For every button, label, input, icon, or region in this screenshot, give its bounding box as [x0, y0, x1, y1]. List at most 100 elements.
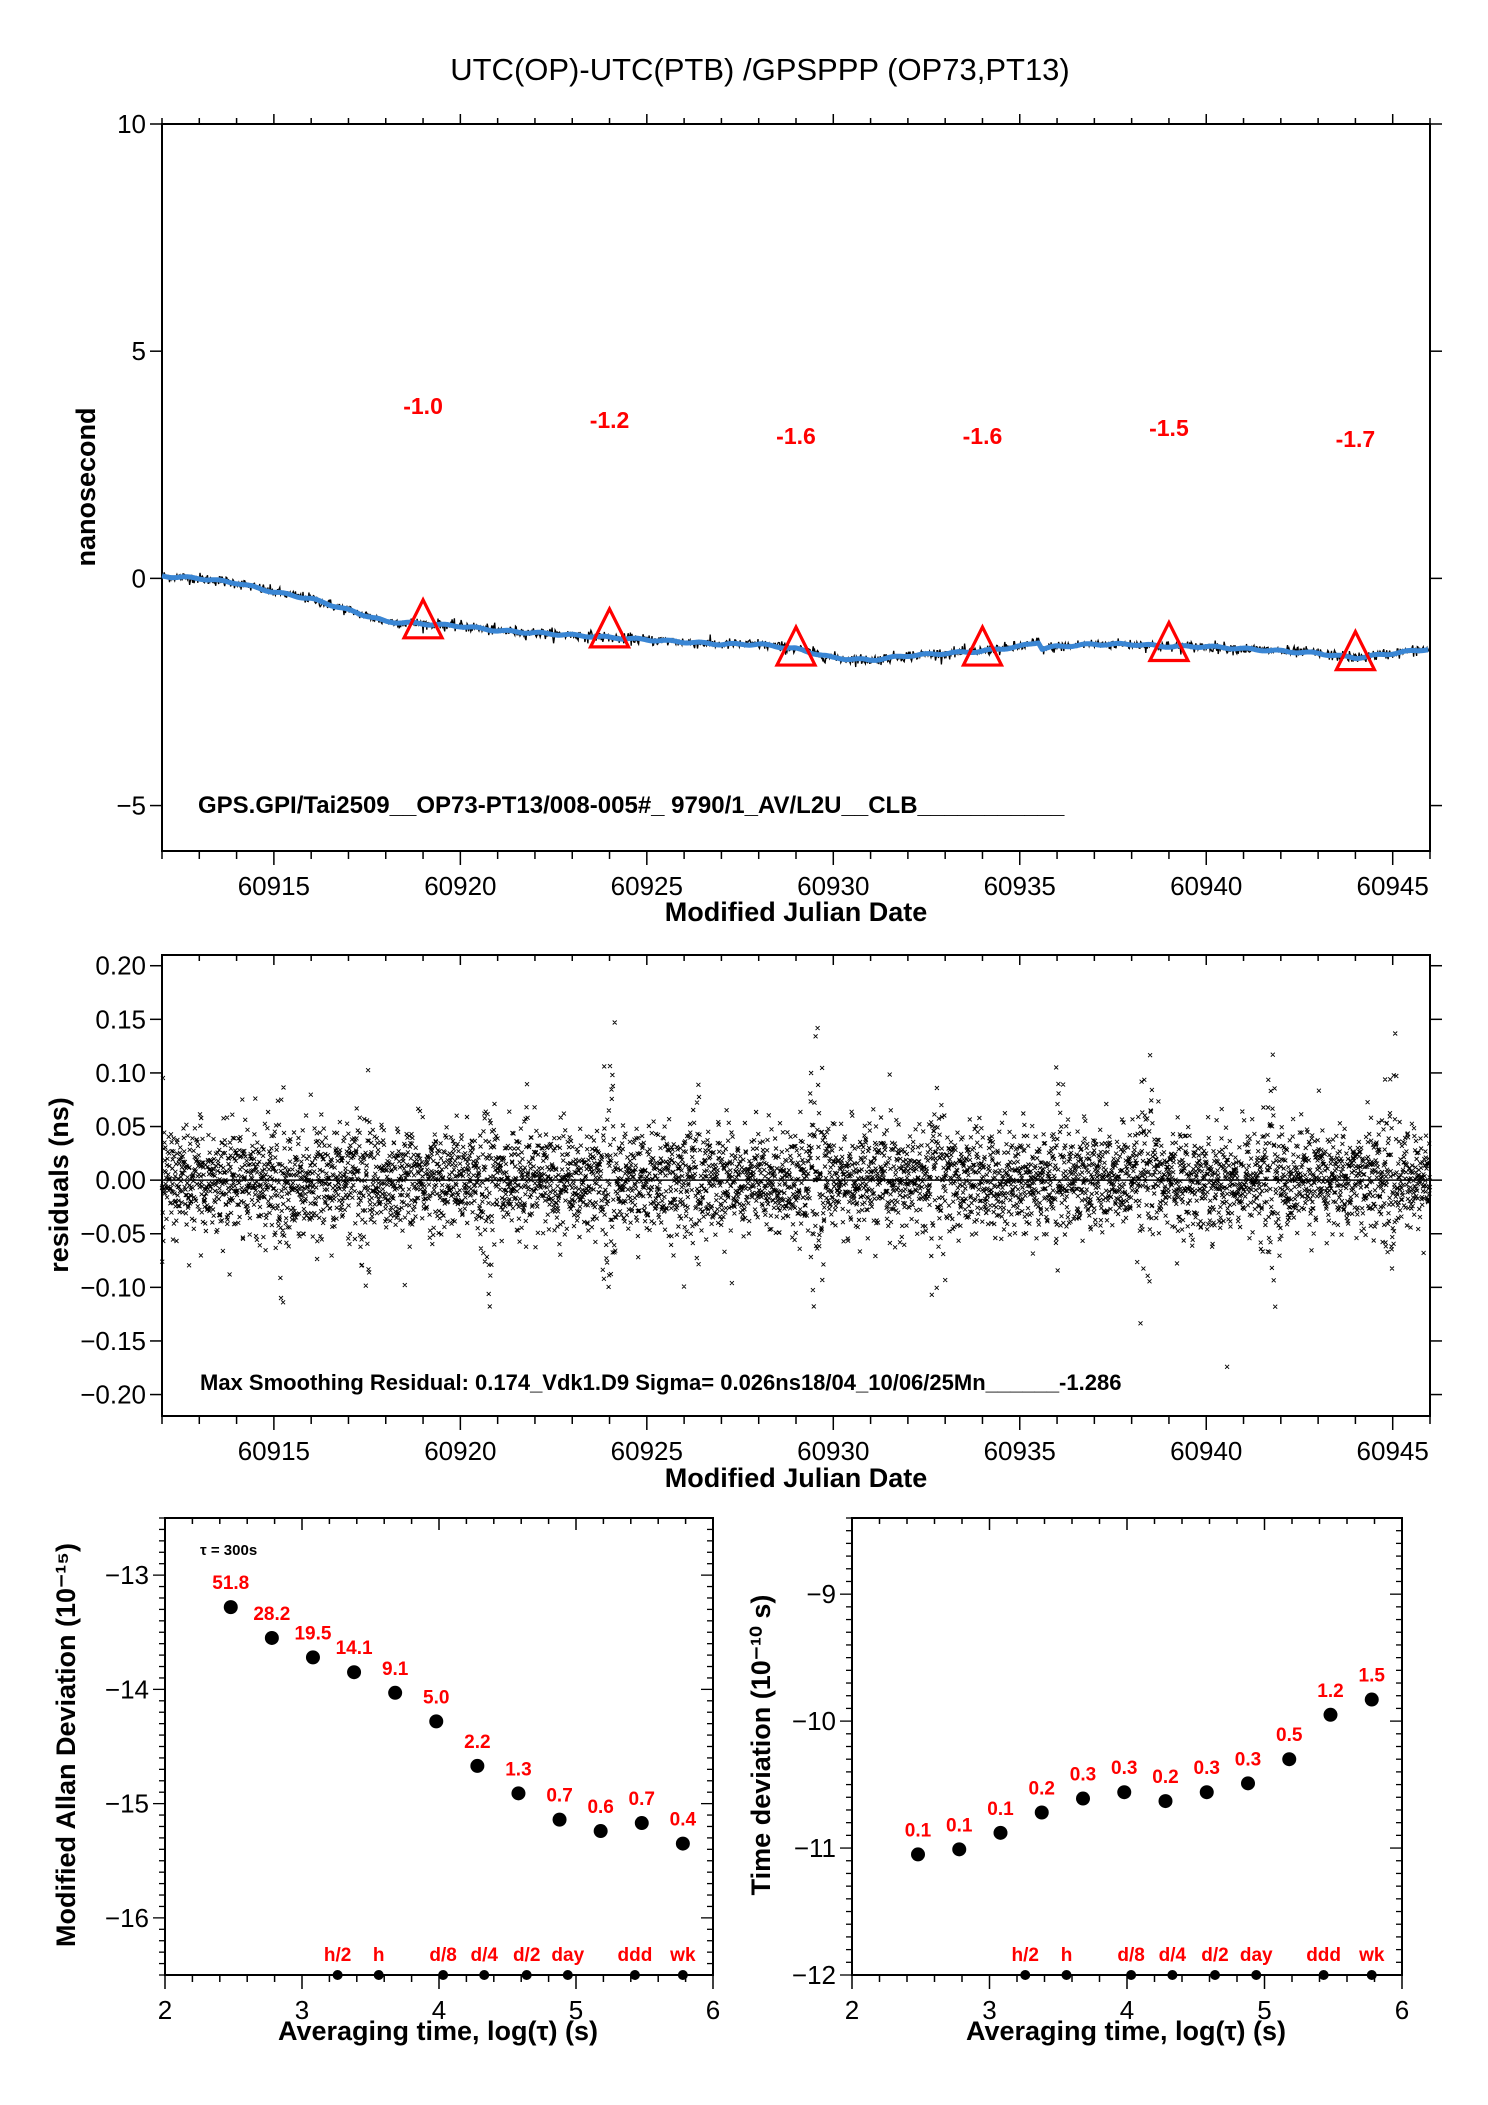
- residuals-y-tick-label: −0.05: [80, 1219, 146, 1249]
- offset-marker-triangle: [1333, 628, 1378, 672]
- offset-marker-label: -1.0: [403, 393, 443, 419]
- allan-point-label: 5.0: [423, 1687, 449, 1708]
- allan-point-label: 2.2: [464, 1732, 490, 1753]
- offset-marker-label: -1.5: [1149, 415, 1189, 441]
- tdev-point: [1199, 1785, 1214, 1800]
- offset-raw-trace: [161, 572, 1431, 668]
- offset-marker-triangle: [1147, 618, 1191, 663]
- allan-point: [511, 1786, 526, 1801]
- tdev-tau-marker-label: h: [1061, 1945, 1073, 1966]
- allan-point: [305, 1650, 320, 1665]
- tdev-y-tick-label: −9: [806, 1579, 836, 1609]
- offset-y-tick-label: 10: [117, 109, 146, 139]
- allan-point: [552, 1812, 567, 1827]
- allan-tau-marker-label: h: [373, 1945, 385, 1966]
- allan-point-label: 0.4: [670, 1810, 697, 1831]
- tdev-tau-marker: [1251, 1970, 1262, 1980]
- tdev-y-tick-label: −10: [792, 1706, 836, 1736]
- tdev-tau-marker: [1318, 1970, 1329, 1980]
- tdev-point-label: 0.3: [1070, 1765, 1096, 1786]
- tdev-tau-marker: [1366, 1970, 1377, 1980]
- tdev-y-tick-label: −12: [792, 1960, 836, 1990]
- allan-tau-marker-label: ddd: [617, 1945, 652, 1966]
- allan-point-label: 9.1: [382, 1659, 409, 1680]
- residuals-panel: 60915 60920 60925 60930 60935 60940 60945 0.20…: [44, 951, 1442, 1493]
- offset-x-axis-label: Modified Julian Date: [665, 897, 928, 927]
- allan-tau-marker: [629, 1970, 640, 1980]
- residuals-y-tick-label: 0.15: [95, 1004, 146, 1034]
- tdev-y-axis-label: Time deviation (10⁻¹⁰ s): [746, 1595, 776, 1896]
- tdev-panel: 2 3 4 5 6 −9 −10 −11 −12 0.1 0.1 0.1 0.2 0.3 0.3 0.2 0.3…: [746, 1517, 1409, 2046]
- allan-point-label: 28.2: [253, 1604, 290, 1625]
- allan-tau-marker: [677, 1970, 688, 1980]
- offset-y-tick-label: 0: [132, 563, 146, 593]
- offset-x-tick-label: 60930: [797, 871, 869, 901]
- tdev-x-axis-label: Averaging time, log(τ) (s): [966, 2016, 1286, 2046]
- offset-panel: -1.0 -1.2 -1.6 -1.6 -1.5 -1.7 60915 60920 60925…: [71, 109, 1442, 927]
- residuals-y-tick-label: 0.20: [95, 951, 146, 981]
- tdev-x-tick-label: 6: [1395, 1995, 1409, 2025]
- tdev-plot-frame: [851, 1517, 1403, 1976]
- tdev-point: [1323, 1707, 1338, 1722]
- offset-smoothed-curve: [161, 573, 1429, 663]
- offset-marker-triangle: [960, 623, 1005, 667]
- tdev-point-label: 0.5: [1276, 1725, 1303, 1746]
- tdev-point: [1241, 1776, 1255, 1791]
- allan-point-label: 1.3: [505, 1759, 531, 1780]
- allan-tau-marker-label: d/2: [513, 1945, 540, 1966]
- offset-x-tick-label: 60920: [424, 871, 496, 901]
- tdev-x-tick-label: 5: [1257, 1995, 1271, 2025]
- allan-point: [634, 1816, 649, 1831]
- allan-y-tick-label: −13: [105, 1560, 149, 1590]
- tdev-point-label: 1.5: [1359, 1666, 1386, 1687]
- offset-note: GPS.GPI/Tai2509__OP73-PT13/008-005#_ 979…: [198, 792, 1065, 819]
- allan-point: [675, 1836, 690, 1851]
- offset-marker-label: -1.6: [776, 423, 816, 449]
- tdev-point-label: 0.2: [1152, 1767, 1178, 1788]
- allan-point-label: 51.8: [212, 1573, 249, 1594]
- offset-x-tick-label: 60935: [984, 871, 1056, 901]
- tdev-point: [1076, 1791, 1090, 1806]
- tdev-tau-marker-label: day: [1240, 1945, 1273, 1966]
- allan-point: [264, 1630, 279, 1645]
- offset-marker-label: -1.2: [590, 407, 630, 433]
- residuals-y-tick-label: 0.10: [95, 1058, 146, 1088]
- allan-point-label: 0.7: [546, 1786, 572, 1807]
- allan-tau-marker-label: h/2: [324, 1945, 351, 1966]
- tdev-point-label: 0.3: [1235, 1749, 1261, 1770]
- offset-y-axis-label: nanosecond: [71, 407, 101, 566]
- tdev-tau-marker-label: d/8: [1117, 1945, 1144, 1966]
- residuals-y-axis-label: residuals (ns): [44, 1097, 74, 1273]
- residuals-y-tick-label: 0.05: [95, 1112, 146, 1142]
- allan-tau-marker: [521, 1970, 532, 1980]
- residuals-y-tick-label: −0.20: [80, 1380, 146, 1410]
- allan-point-label: 14.1: [336, 1638, 373, 1659]
- allan-tau-label: τ = 300s: [200, 1542, 257, 1559]
- tdev-x-tick-label: 4: [1120, 1995, 1134, 2025]
- offset-x-tick-label: 60940: [1170, 871, 1242, 901]
- offset-marker-label: -1.7: [1336, 426, 1376, 452]
- tdev-y-tick-label: −11: [794, 1833, 836, 1863]
- tdev-point: [1282, 1752, 1297, 1767]
- tdev-tau-marker-label: ddd: [1306, 1945, 1341, 1966]
- allan-point: [593, 1824, 608, 1839]
- tdev-point: [1158, 1794, 1173, 1809]
- residuals-x-tick-label: 60935: [984, 1436, 1056, 1466]
- tdev-x-tick-label: 2: [845, 1995, 859, 2025]
- offset-x-tick-label: 60945: [1357, 871, 1429, 901]
- allan-tau-marker: [479, 1970, 490, 1980]
- offset-y-tick-label: −5: [116, 791, 146, 821]
- allan-x-tick-label: 3: [295, 1995, 309, 2025]
- allan-tau-marker-label: d/4: [470, 1945, 498, 1966]
- allan-tau-marker-label: wk: [669, 1945, 696, 1966]
- allan-x-tick-label: 5: [569, 1995, 583, 2025]
- allan-point: [429, 1714, 444, 1729]
- allan-x-axis-label: Averaging time, log(τ) (s): [278, 2016, 598, 2046]
- tdev-point-label: 0.3: [1194, 1758, 1220, 1779]
- offset-plot-frame: [161, 123, 1431, 852]
- tdev-tau-marker-label: h/2: [1012, 1945, 1039, 1966]
- allan-point: [347, 1665, 362, 1680]
- allan-point-label: 0.7: [629, 1789, 655, 1810]
- residuals-y-tick-label: 0.00: [95, 1165, 146, 1195]
